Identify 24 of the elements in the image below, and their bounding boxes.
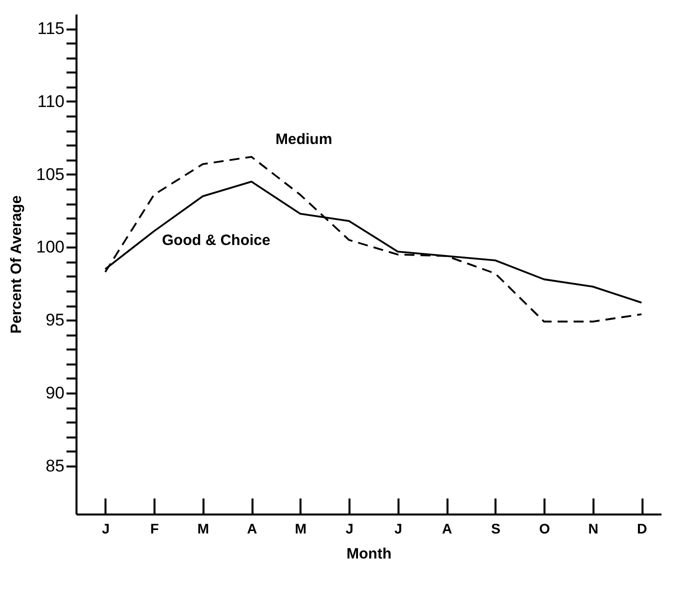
x-tick-label: S [491,520,500,536]
x-tick-label: J [102,520,110,536]
y-tick-label: 105 [36,164,64,184]
y-tick-label: 100 [36,238,64,257]
series-label: Medium [276,130,332,148]
x-tick-label: J [346,520,354,536]
x-tick-label: A [442,520,452,536]
x-tick-label: A [246,520,258,536]
y-tick-label: 95 [46,310,64,330]
y-axis-title: Percent Of Average [8,195,26,334]
x-axis-title: Month [346,546,392,562]
x-tick-label: J [394,520,402,536]
x-tick-label: F [150,520,160,536]
y-tick-label: 85 [46,456,64,476]
y-tick-label: 115 [37,19,64,38]
x-tick-label: M [197,520,210,536]
x-tick-label: O [539,520,550,536]
y-tick-label: 90 [46,384,64,403]
x-tick-label: N [588,520,598,536]
x-tick-label: M [294,520,307,536]
y-tick-label: 110 [37,92,64,111]
series-label: Good & Choice [162,232,270,250]
line-series [104,156,642,322]
x-tick-label: D [636,520,648,536]
